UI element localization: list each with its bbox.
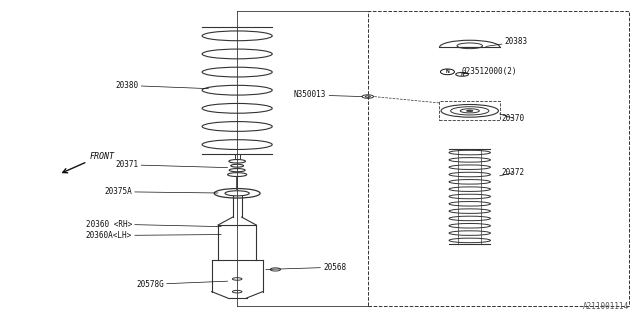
Text: N: N — [445, 69, 449, 74]
Text: 20372: 20372 — [500, 168, 525, 177]
Text: 20383: 20383 — [486, 37, 528, 46]
Text: 20568: 20568 — [266, 263, 346, 272]
Text: 20370: 20370 — [500, 114, 525, 123]
Text: 20578G: 20578G — [136, 280, 228, 289]
Ellipse shape — [467, 110, 473, 112]
Text: 20360 <RH>: 20360 <RH> — [86, 220, 221, 228]
Text: 20360A<LH>: 20360A<LH> — [86, 231, 221, 240]
Text: N: N — [460, 72, 464, 77]
Text: FRONT: FRONT — [90, 152, 115, 161]
Text: 20375A: 20375A — [104, 187, 218, 196]
Text: 20380: 20380 — [115, 81, 209, 90]
Text: N350013: N350013 — [294, 91, 362, 100]
Text: 20371: 20371 — [115, 160, 228, 169]
Text: 023512000(2): 023512000(2) — [461, 67, 517, 76]
Text: A211001114: A211001114 — [583, 302, 629, 311]
